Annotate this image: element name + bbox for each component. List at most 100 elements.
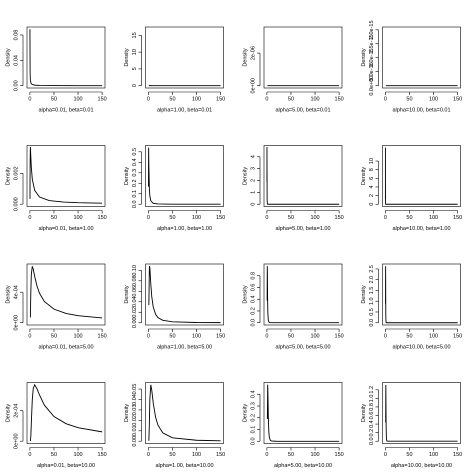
y-tick-label: 5 [132,67,138,70]
x-tick-label: 50 [169,215,175,221]
y-tick-label: 5.0e-16 [369,62,375,81]
y-tick-label: 0.2 [132,179,138,187]
y-axis-label: Density [124,285,130,304]
plot-box [145,263,224,326]
x-tick-label: 150 [98,452,107,458]
density-line [384,147,458,205]
y-tick-label: 0.0 [369,437,375,445]
x-tick-label: 100 [192,96,201,102]
y-tick-label: 0 [132,84,138,87]
x-tick-label: 150 [335,215,344,221]
x-axis-label: alpha=0.01, beta=1.00 [38,226,93,232]
y-axis-label: Density [5,48,11,67]
y-tick-label: 15 [132,32,138,38]
x-tick-label: 0 [28,452,31,458]
x-tick-label: 50 [406,333,412,339]
x-tick-label: 150 [453,333,462,339]
y-axis-label: Density [5,404,11,423]
y-tick-label: 0.4 [250,390,256,398]
x-tick-label: 0 [384,96,387,102]
y-tick-label: 0 [250,203,256,206]
x-tick-label: 0 [147,333,150,339]
y-tick-label: 0.3 [132,169,138,177]
plot-box [382,145,461,207]
y-tick-label: 0.4 [250,295,256,303]
y-axis-label: Density [124,404,130,423]
y-tick-label: 0.08 [13,30,19,41]
y-tick-label: 1.0e-15 [369,48,375,67]
y-axis-label: Density [5,167,11,186]
density-line [148,147,221,205]
plot-box [382,382,461,444]
x-tick-label: 0 [28,96,31,102]
y-tick-label: 0.4 [132,158,138,166]
y-tick-label: 1.5e-15 [369,34,375,53]
density-line [29,147,103,204]
y-tick-label: 0.0 [369,319,375,327]
x-tick-label: 100 [73,215,82,221]
x-tick-label: 150 [216,452,225,458]
plot-box [26,26,106,89]
x-axis-label: alpha=0.01, beta=10.00 [37,463,95,469]
density-line [266,384,340,442]
y-tick-label: 1.0 [369,395,375,403]
y-tick-label: 0.000 [13,197,19,211]
x-tick-label: 100 [429,452,438,458]
plot-box [382,263,461,326]
x-tick-label: 0 [28,215,31,221]
y-axis-label: Density [361,48,367,67]
y-tick-label: 4e-04 [13,285,19,299]
y-tick-label: 0.05 [132,384,138,395]
density-line [29,29,103,87]
density-line [29,383,103,442]
plot-box [263,145,343,207]
y-tick-label: 0.00 [132,436,138,447]
x-tick-label: 100 [310,215,319,221]
x-tick-label: 0 [384,215,387,221]
x-tick-label: 100 [310,96,319,102]
x-tick-label: 100 [192,452,201,458]
y-axis-label: Density [361,404,367,423]
x-axis-label: alpha=1.00, beta=1.00 [157,226,212,232]
x-tick-label: 0 [147,96,150,102]
x-tick-label: 0 [265,96,268,102]
y-axis-label: Density [242,48,248,67]
y-tick-label: 2.5 [369,265,375,273]
density-line [148,384,221,442]
plot-box [263,382,343,444]
y-axis-label: Density [242,167,248,186]
y-tick-label: 0e+00 [13,315,19,330]
y-axis-label: Density [242,285,248,304]
x-tick-label: 50 [51,333,57,339]
density-line [148,266,221,324]
y-axis-label: Density [242,404,248,423]
y-tick-label: 0.1 [250,426,256,434]
y-axis-label: Density [124,48,130,67]
x-tick-label: 50 [169,333,175,339]
x-tick-label: 100 [73,333,82,339]
x-tick-label: 50 [288,96,294,102]
y-tick-label: 2.0e-15 [369,20,375,39]
y-tick-label: 1.2 [369,386,375,394]
plot-box [145,26,224,89]
x-axis-label: alpha=1.00, beta=5.00 [157,344,212,350]
plot-box [382,26,461,89]
x-tick-label: 0 [265,452,268,458]
y-tick-label: 0.0 [250,437,256,445]
plot-box [145,145,224,207]
y-tick-label: 0.2 [250,307,256,315]
x-axis-label: alpha=1.00, beta=0.01 [157,107,212,113]
x-tick-label: 100 [192,215,201,221]
y-tick-label: 0.04 [132,394,138,405]
y-tick-label: 1.5 [369,287,375,295]
x-tick-label: 0 [147,452,150,458]
x-axis-label: alpha=1.00, beta=10.00 [155,463,213,469]
y-tick-label: 0.00 [13,80,19,91]
x-axis-label: alpha=0.01, beta=0.01 [38,107,93,113]
x-tick-label: 150 [453,96,462,102]
y-tick-label: 0.5 [369,308,375,316]
y-tick-label: 0.0 [132,200,138,208]
x-axis-label: alpha=5.00, beta=0.01 [275,107,330,113]
y-tick-label: 0.04 [13,55,19,66]
y-tick-label: 0.6 [369,412,375,420]
